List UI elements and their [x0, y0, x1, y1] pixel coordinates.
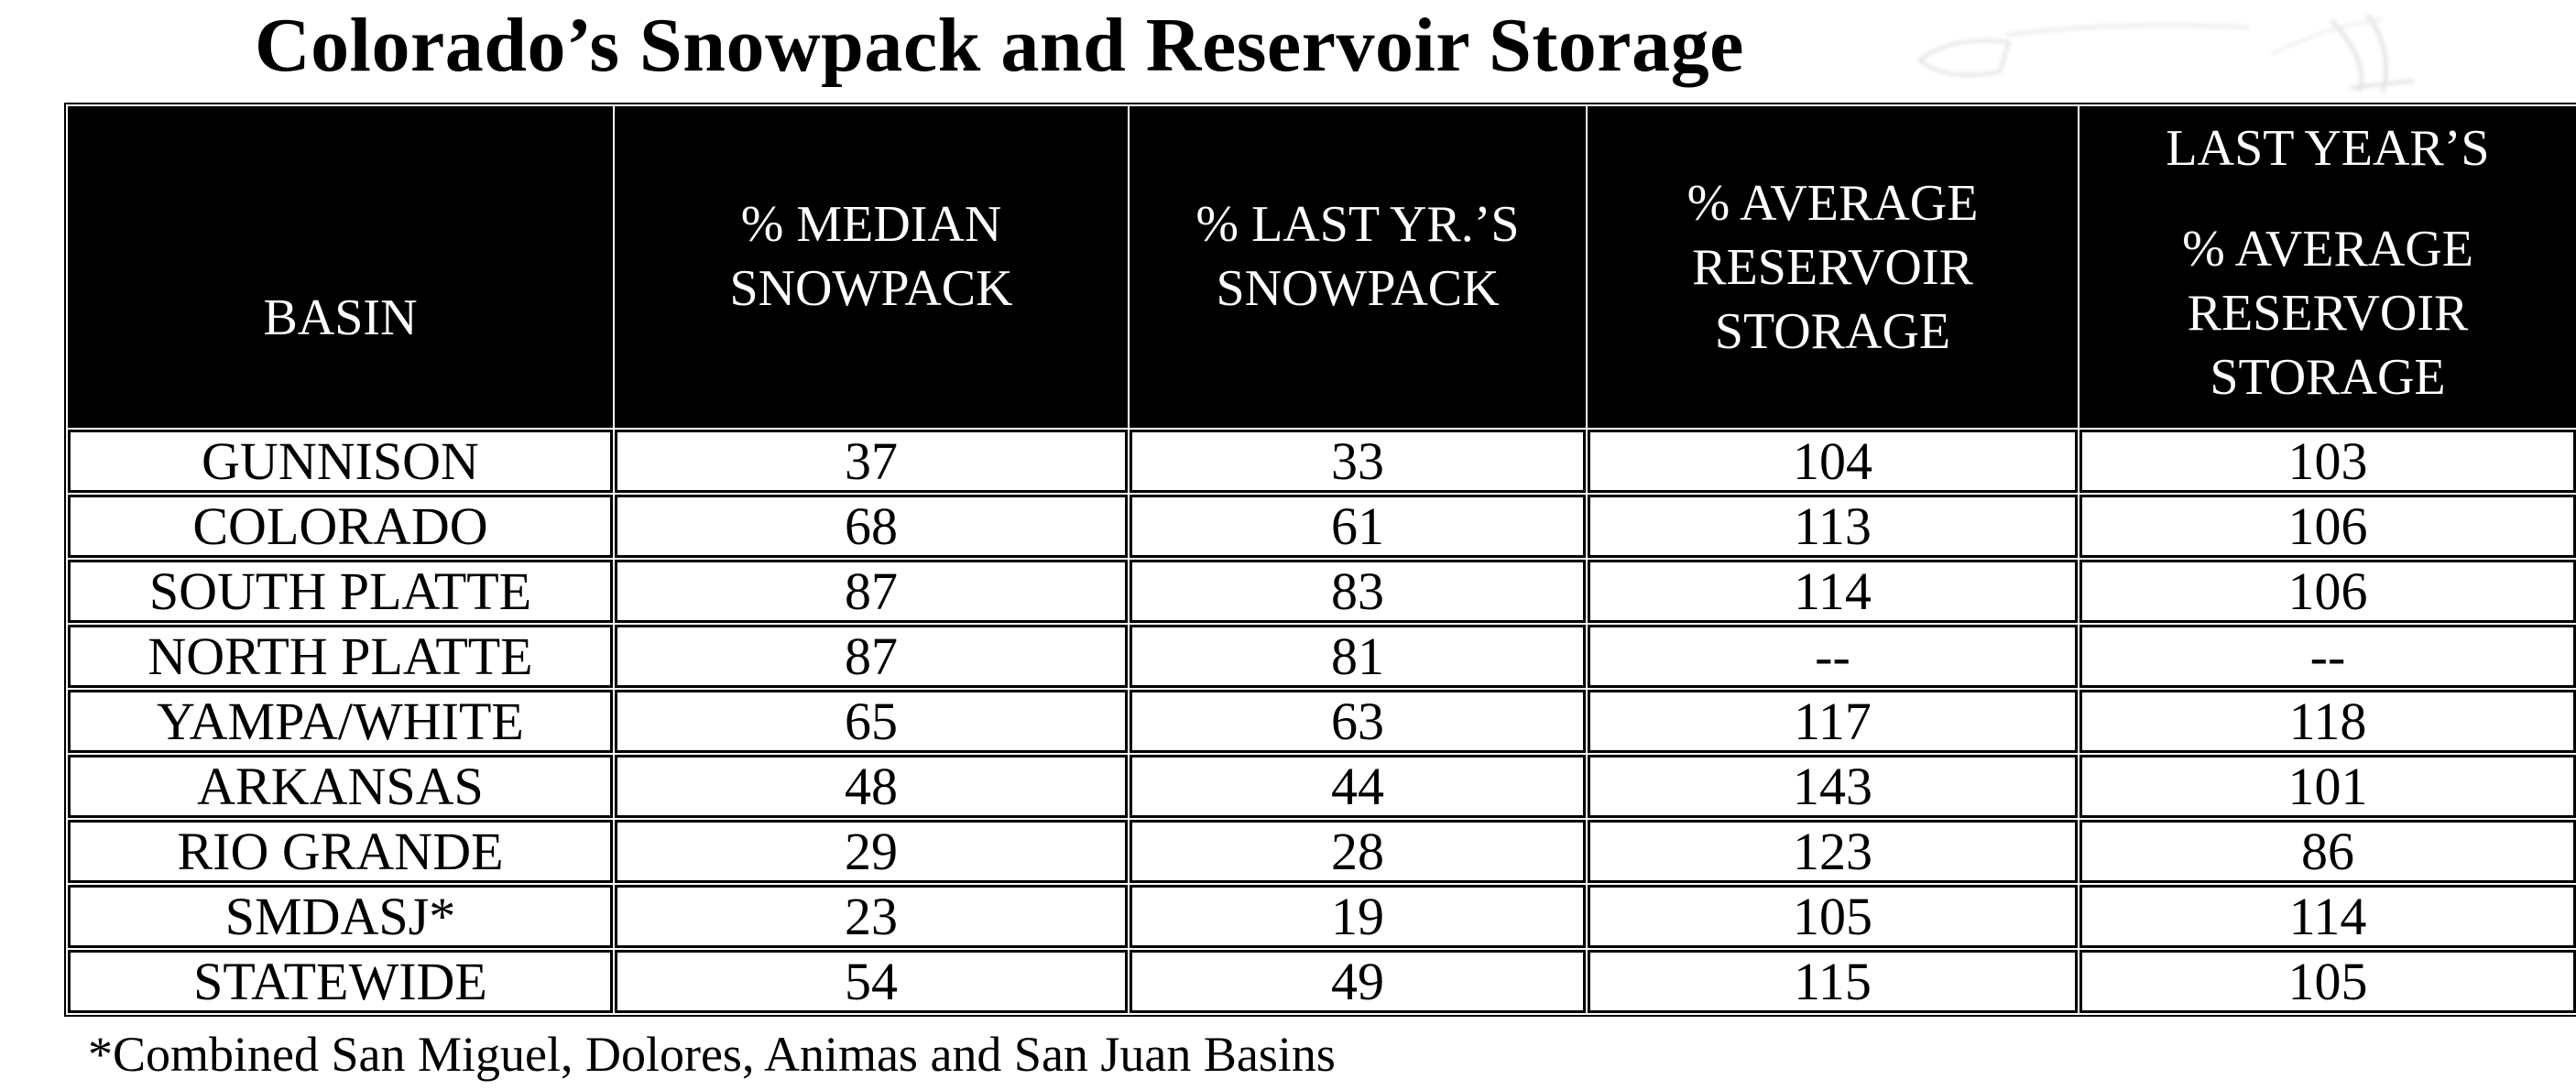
page-title: Colorado’s Snowpack and Reservoir Storag…: [255, 3, 1744, 88]
header-label: BASIN: [263, 289, 418, 346]
basin-cell: NORTH PLATTE: [68, 625, 613, 688]
value-cell: 103: [2079, 430, 2576, 493]
value-cell: 143: [1588, 755, 2078, 818]
value-cell: 114: [2079, 885, 2576, 948]
table-row: STATEWIDE 54 49 115 105: [68, 950, 2576, 1013]
value-cell: 117: [1588, 690, 2078, 753]
table-row: SMDASJ* 23 19 105 114: [68, 885, 2576, 948]
value-cell: 105: [2079, 950, 2576, 1013]
value-cell: 106: [2079, 560, 2576, 623]
value-cell: 113: [1588, 495, 2078, 558]
basin-cell: YAMPA/WHITE: [68, 690, 613, 753]
value-cell: 44: [1130, 755, 1586, 818]
basin-cell: SMDASJ*: [68, 885, 613, 948]
value-cell: 87: [615, 560, 1128, 623]
header-label: % MEDIAN SNOWPACK: [729, 195, 1013, 317]
scan-smudge-artifact: [1916, 13, 2415, 93]
basin-cell: RIO GRANDE: [68, 820, 613, 883]
basin-cell: ARKANSAS: [68, 755, 613, 818]
table-row: YAMPA/WHITE 65 63 117 118: [68, 690, 2576, 753]
value-cell: 106: [2079, 495, 2576, 558]
snowpack-reservoir-table: BASIN % MEDIAN SNOWPACK % LAST YR.’S SNO…: [64, 103, 2576, 1017]
header-row: BASIN % MEDIAN SNOWPACK % LAST YR.’S SNO…: [68, 106, 2576, 428]
value-cell: 114: [1588, 560, 2078, 623]
value-cell: 115: [1588, 950, 2078, 1013]
value-cell: 101: [2079, 755, 2576, 818]
footnote: *Combined San Miguel, Dolores, Animas an…: [88, 1027, 1336, 1082]
value-cell: 33: [1130, 430, 1586, 493]
value-cell: 63: [1130, 690, 1586, 753]
value-cell: 19: [1130, 885, 1586, 948]
table-row: COLORADO 68 61 113 106: [68, 495, 2576, 558]
value-cell: 105: [1588, 885, 2078, 948]
value-cell: 83: [1130, 560, 1586, 623]
value-cell: 49: [1130, 950, 1586, 1013]
basin-cell: SOUTH PLATTE: [68, 560, 613, 623]
value-cell: --: [1588, 625, 2078, 688]
column-header-median-snowpack: % MEDIAN SNOWPACK: [615, 106, 1128, 428]
value-cell: 61: [1130, 495, 1586, 558]
header-label: % LAST YR.’S SNOWPACK: [1195, 195, 1520, 317]
basin-cell: GUNNISON: [68, 430, 613, 493]
table-row: RIO GRANDE 29 28 123 86: [68, 820, 2576, 883]
value-cell: 68: [615, 495, 1128, 558]
value-cell: 87: [615, 625, 1128, 688]
basin-cell: STATEWIDE: [68, 950, 613, 1013]
table-row: NORTH PLATTE 87 81 -- --: [68, 625, 2576, 688]
value-cell: 65: [615, 690, 1128, 753]
value-cell: 54: [615, 950, 1128, 1013]
header-label-top: LAST YEAR’S: [2166, 120, 2490, 177]
column-header-basin: BASIN: [68, 106, 613, 428]
column-header-last-year-avg-reservoir-storage: LAST YEAR’S % AVERAGE RESERVOIR STORAGE: [2079, 106, 2576, 428]
value-cell: 29: [615, 820, 1128, 883]
table-body: GUNNISON 37 33 104 103 COLORADO 68 61 11…: [68, 430, 2576, 1013]
basin-cell: COLORADO: [68, 495, 613, 558]
column-header-avg-reservoir-storage: % AVERAGE RESERVOIR STORAGE: [1588, 106, 2078, 428]
value-cell: 28: [1130, 820, 1586, 883]
value-cell: 23: [615, 885, 1128, 948]
table-row: SOUTH PLATTE 87 83 114 106: [68, 560, 2576, 623]
value-cell: 37: [615, 430, 1128, 493]
value-cell: 48: [615, 755, 1128, 818]
value-cell: 86: [2079, 820, 2576, 883]
value-cell: 123: [1588, 820, 2078, 883]
column-header-last-yr-snowpack: % LAST YR.’S SNOWPACK: [1130, 106, 1586, 428]
value-cell: 81: [1130, 625, 1586, 688]
value-cell: --: [2079, 625, 2576, 688]
table-row: GUNNISON 37 33 104 103: [68, 430, 2576, 493]
header-label: % AVERAGE RESERVOIR STORAGE: [1686, 174, 1979, 360]
table-row: ARKANSAS 48 44 143 101: [68, 755, 2576, 818]
value-cell: 118: [2079, 690, 2576, 753]
header-label: % AVERAGE RESERVOIR STORAGE: [2182, 221, 2473, 406]
value-cell: 104: [1588, 430, 2078, 493]
